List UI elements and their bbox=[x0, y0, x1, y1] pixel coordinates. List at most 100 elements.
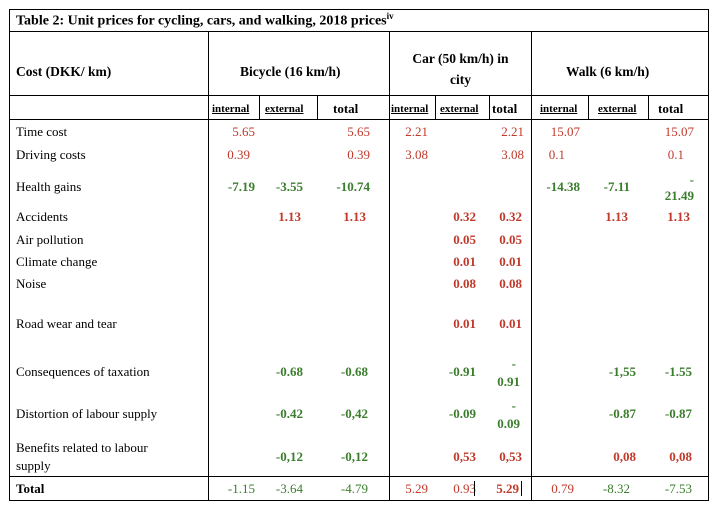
subheader-total: total bbox=[333, 101, 359, 116]
row-label-noise: Noise bbox=[16, 276, 47, 291]
cell-value: 0.09 bbox=[497, 416, 520, 431]
cell-value: 0,08 bbox=[669, 449, 692, 464]
col-divider bbox=[389, 31, 390, 501]
cell-value: -0.42 bbox=[275, 406, 303, 421]
total-value: -7.53 bbox=[664, 481, 692, 496]
cell-value: 1.13 bbox=[667, 209, 690, 224]
cell-value-dash: - bbox=[511, 356, 516, 371]
total-value: 5.29 bbox=[405, 481, 428, 496]
subheader-external: external bbox=[265, 103, 304, 115]
header-walk: Walk (6 km/h) bbox=[566, 64, 650, 79]
cell-value: -0,42 bbox=[340, 406, 368, 421]
cell-value: 0.32 bbox=[499, 209, 522, 224]
cell-value-dash: - bbox=[511, 398, 516, 413]
row-label-road-wear: Road wear and tear bbox=[16, 316, 117, 331]
cell-value: -1.55 bbox=[664, 364, 692, 379]
cell-value: -7.19 bbox=[227, 179, 255, 194]
row-label-time-cost: Time cost bbox=[16, 124, 68, 139]
cell-value: 0.39 bbox=[347, 147, 370, 162]
cell-value: -3.55 bbox=[275, 179, 303, 194]
row-label-labour-distortion: Distortion of labour supply bbox=[16, 406, 158, 421]
col-divider bbox=[208, 31, 209, 501]
total-value: -1.15 bbox=[227, 481, 255, 496]
subcol-divider bbox=[648, 96, 649, 119]
header-cost: Cost (DKK/ km) bbox=[16, 64, 112, 79]
subheader-internal: internal bbox=[212, 103, 250, 115]
subcol-divider bbox=[588, 96, 589, 119]
cell-value: 5.65 bbox=[347, 124, 370, 139]
header-divider bbox=[10, 95, 708, 96]
cell-value: 0.05 bbox=[453, 232, 476, 247]
cell-value: -0.87 bbox=[608, 406, 636, 421]
cell-value: 1.13 bbox=[605, 209, 628, 224]
cell-value: 0.08 bbox=[499, 276, 522, 291]
cell-value: 3.08 bbox=[501, 147, 524, 162]
subheader-internal: internal bbox=[540, 103, 578, 115]
cell-value: 2.21 bbox=[501, 124, 524, 139]
cell-value: 0,53 bbox=[453, 449, 476, 464]
cell-value: 0.08 bbox=[453, 276, 476, 291]
row-label-total: Total bbox=[16, 481, 45, 496]
cell-value: 0.05 bbox=[499, 232, 522, 247]
total-value: -4.79 bbox=[340, 481, 368, 496]
table-frame bbox=[9, 9, 709, 501]
cell-value: 0.39 bbox=[227, 147, 250, 162]
subcol-divider bbox=[259, 96, 260, 119]
title-row: Table 2: Unit prices for cycling, cars, … bbox=[10, 10, 708, 32]
cell-value: -0,12 bbox=[275, 449, 303, 464]
cell-value: -7.11 bbox=[603, 179, 630, 194]
total-value: 0.79 bbox=[551, 481, 574, 496]
cell-value: -14.38 bbox=[546, 179, 580, 194]
cell-value: 0.32 bbox=[453, 209, 476, 224]
row-label-driving-costs: Driving costs bbox=[16, 147, 86, 162]
total-value: 5.29 bbox=[474, 481, 522, 496]
total-value: -8.32 bbox=[602, 481, 630, 496]
cell-value: -0.68 bbox=[275, 364, 303, 379]
header-car-line2: city bbox=[450, 72, 471, 87]
cell-value: 0.1 bbox=[667, 147, 684, 162]
cell-value: 3.08 bbox=[405, 147, 428, 162]
subheader-internal: internal bbox=[391, 103, 429, 115]
cell-value: 0.01 bbox=[453, 316, 476, 331]
cell-value: 21.49 bbox=[664, 188, 694, 203]
cell-value: 2.21 bbox=[405, 124, 428, 139]
cell-value: 15.07 bbox=[664, 124, 694, 139]
subheader-divider bbox=[10, 119, 708, 120]
subcol-divider bbox=[435, 96, 436, 119]
subheader-total: total bbox=[658, 101, 684, 116]
subheader-external: external bbox=[440, 103, 479, 115]
cell-value: -0.68 bbox=[340, 364, 368, 379]
cell-value: -0.09 bbox=[448, 406, 476, 421]
cell-value: 0.01 bbox=[453, 254, 476, 269]
cell-value: 1.13 bbox=[343, 209, 366, 224]
cell-value: 5.65 bbox=[232, 124, 255, 139]
row-label-health-gains: Health gains bbox=[16, 179, 82, 194]
cell-value: 0.01 bbox=[499, 254, 522, 269]
total-value: -3.64 bbox=[275, 481, 303, 496]
cell-value: -1,55 bbox=[608, 364, 636, 379]
col-divider bbox=[531, 31, 532, 501]
total-value: 0.93 bbox=[453, 481, 476, 496]
row-label-labour-benefits: Benefits related to labour bbox=[16, 440, 148, 455]
cell-value: 15.07 bbox=[550, 124, 580, 139]
cell-value: 1.13 bbox=[278, 209, 301, 224]
cell-value: -0,12 bbox=[340, 449, 368, 464]
cell-value: -0.87 bbox=[664, 406, 692, 421]
row-label-accidents: Accidents bbox=[16, 209, 68, 224]
cell-value: 0.91 bbox=[497, 374, 520, 389]
header-car-line1: Car (50 km/h) in bbox=[412, 51, 509, 66]
row-label-labour-benefits-cont: supply bbox=[16, 458, 51, 473]
cell-value: 0,53 bbox=[499, 449, 522, 464]
subcol-divider bbox=[317, 96, 318, 119]
cell-value: 0.01 bbox=[499, 316, 522, 331]
total-divider bbox=[10, 476, 708, 477]
row-label-air-pollution: Air pollution bbox=[16, 232, 84, 247]
table-title: Table 2: Unit prices for cycling, cars, … bbox=[16, 11, 394, 29]
subcol-divider bbox=[489, 96, 490, 119]
row-label-climate-change: Climate change bbox=[16, 254, 98, 269]
cell-value: 0,08 bbox=[613, 449, 636, 464]
row-label-taxation: Consequences of taxation bbox=[16, 364, 150, 379]
header-bicycle: Bicycle (16 km/h) bbox=[240, 64, 341, 79]
cell-value: 0.1 bbox=[548, 147, 565, 162]
subheader-total: total bbox=[492, 101, 518, 116]
